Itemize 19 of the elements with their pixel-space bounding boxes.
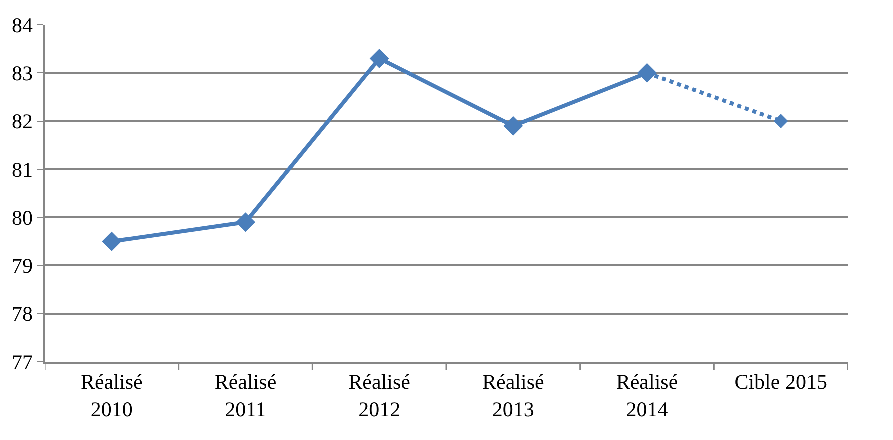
y-tick-label: 78 xyxy=(12,302,34,326)
point xyxy=(774,114,788,128)
point xyxy=(102,232,122,252)
point xyxy=(236,212,256,232)
x-tick-label: Réalisé 2012 xyxy=(348,370,410,422)
x-tick-label: Réalisé 2010 xyxy=(81,370,143,422)
y-tick-label: 79 xyxy=(12,254,34,278)
y-tick-label: 80 xyxy=(12,206,34,230)
x-tick-label: Réalisé 2013 xyxy=(482,370,544,422)
y-tick-label: 84 xyxy=(12,13,34,38)
y-tick-label: 83 xyxy=(12,61,34,86)
x-tick-label: Réalisé 2014 xyxy=(616,370,678,422)
y-tick-label: 82 xyxy=(12,110,34,134)
x-tick-label: Cible 2015 xyxy=(734,370,828,394)
point xyxy=(504,116,524,136)
x-tick-label: Réalisé 2011 xyxy=(214,370,277,422)
y-tick-label: 77 xyxy=(12,350,34,374)
point xyxy=(370,48,390,68)
y-tick-label: 81 xyxy=(12,158,34,182)
